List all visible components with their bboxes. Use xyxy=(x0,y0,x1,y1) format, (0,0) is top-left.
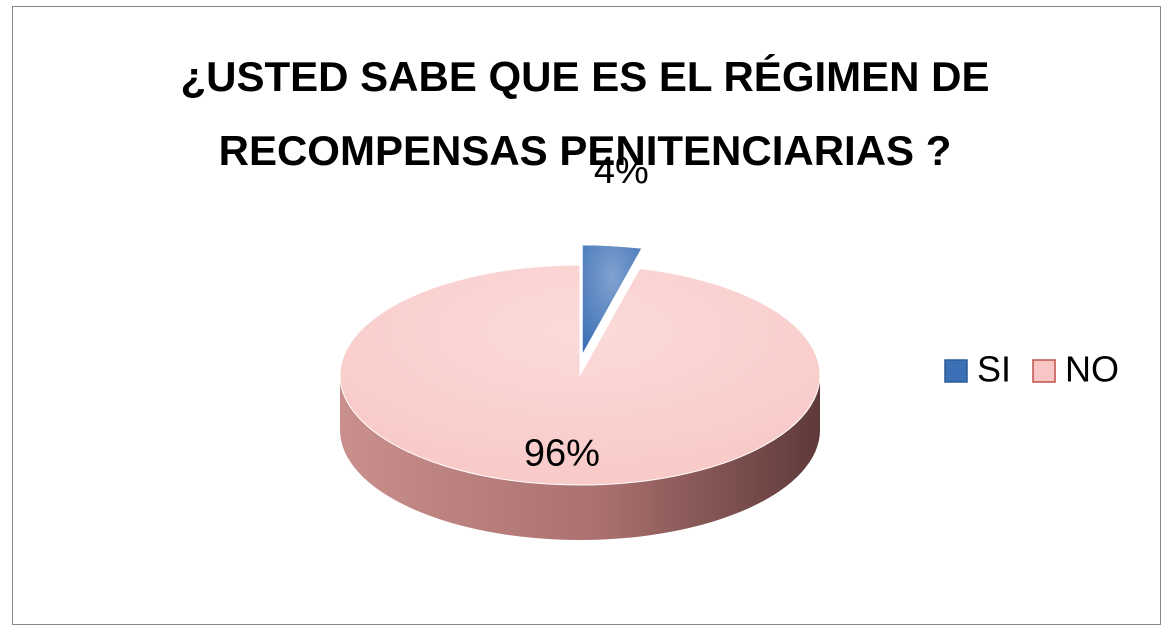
data-label: 96% xyxy=(524,433,600,475)
slice-shine xyxy=(340,265,820,485)
data-label: 4% xyxy=(594,150,649,192)
legend-swatch xyxy=(944,359,968,383)
slice-side xyxy=(340,375,820,540)
slice-shine xyxy=(582,244,642,355)
chart-title: ¿USTED SABE QUE ES EL RÉGIMEN DE RECOMPE… xyxy=(180,53,990,174)
legend-swatch xyxy=(1032,359,1056,383)
legend-label: SI xyxy=(977,349,1011,390)
legend-label: NO xyxy=(1065,349,1119,390)
